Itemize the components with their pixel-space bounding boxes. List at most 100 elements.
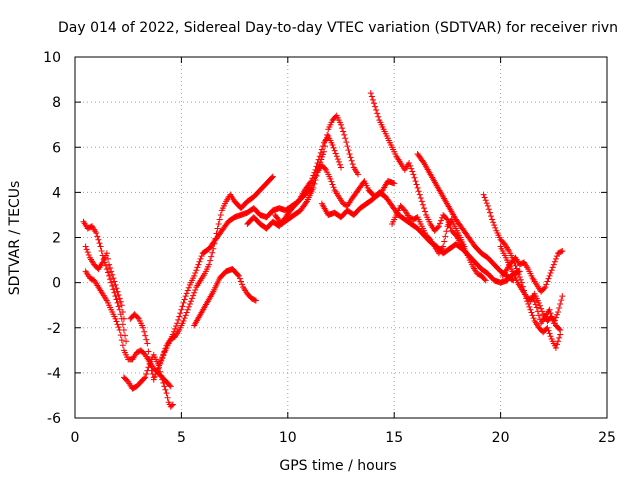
data-point bbox=[546, 272, 553, 279]
data-point bbox=[490, 219, 497, 226]
series-arc-9 bbox=[244, 132, 344, 232]
data-point bbox=[481, 276, 488, 283]
series-arc-12 bbox=[367, 90, 489, 284]
data-point bbox=[180, 299, 187, 306]
data-point bbox=[174, 320, 181, 327]
y-tick-label: 0 bbox=[52, 276, 61, 292]
data-point bbox=[434, 224, 441, 231]
data-point bbox=[412, 178, 419, 185]
data-point bbox=[116, 327, 123, 334]
data-point bbox=[534, 308, 541, 315]
data-point bbox=[117, 332, 124, 339]
data-point bbox=[115, 303, 122, 310]
data-point bbox=[542, 284, 549, 291]
y-axis-label: SDTVAR / TECUs bbox=[7, 181, 23, 296]
data-point bbox=[153, 368, 160, 375]
x-tick-label: 15 bbox=[385, 430, 403, 446]
x-axis-label: GPS time / hours bbox=[279, 458, 396, 474]
data-point bbox=[180, 317, 187, 324]
data-point bbox=[146, 356, 153, 363]
data-point bbox=[311, 169, 318, 176]
data-point bbox=[182, 293, 189, 300]
y-tick-label: 8 bbox=[52, 95, 61, 111]
data-point bbox=[370, 100, 377, 107]
data-point bbox=[198, 253, 205, 260]
data-point bbox=[480, 191, 487, 198]
data-point bbox=[556, 325, 563, 332]
data-point bbox=[483, 200, 490, 207]
data-point bbox=[170, 328, 177, 335]
data-point bbox=[533, 304, 540, 311]
data-point bbox=[114, 288, 121, 295]
data-point bbox=[417, 195, 424, 202]
data-point bbox=[525, 301, 532, 308]
data-point bbox=[183, 290, 190, 297]
data-point bbox=[184, 287, 191, 294]
data-point bbox=[461, 243, 468, 250]
data-point bbox=[110, 275, 117, 282]
data-point bbox=[110, 286, 117, 293]
data-point bbox=[207, 257, 214, 264]
data-point bbox=[114, 321, 121, 328]
data-point bbox=[145, 348, 152, 355]
data-point bbox=[177, 310, 184, 317]
data-point bbox=[546, 306, 553, 313]
data-point bbox=[176, 313, 183, 320]
data-point bbox=[113, 296, 120, 303]
data-point bbox=[311, 180, 318, 187]
data-point bbox=[185, 284, 192, 291]
data-point bbox=[419, 201, 426, 208]
x-tick-label: 0 bbox=[71, 430, 80, 446]
data-point bbox=[550, 261, 557, 268]
data-point bbox=[119, 342, 126, 349]
series-arc-17 bbox=[499, 248, 566, 295]
data-point bbox=[192, 270, 199, 277]
data-point bbox=[162, 386, 169, 393]
data-point bbox=[509, 276, 516, 283]
data-point bbox=[529, 293, 536, 300]
data-point bbox=[316, 153, 323, 160]
data-point bbox=[374, 110, 381, 117]
data-point bbox=[309, 175, 316, 182]
data-point bbox=[408, 165, 415, 172]
data-point bbox=[142, 332, 149, 339]
data-point bbox=[175, 316, 182, 323]
data-point bbox=[334, 156, 341, 163]
data-point bbox=[157, 368, 164, 375]
data-point bbox=[488, 213, 495, 220]
data-point bbox=[119, 321, 126, 328]
data-point bbox=[178, 306, 185, 313]
data-point bbox=[355, 171, 362, 178]
data-point bbox=[116, 306, 123, 313]
data-point bbox=[438, 217, 445, 224]
data-point bbox=[107, 264, 114, 271]
x-tick-label: 10 bbox=[279, 430, 297, 446]
data-point bbox=[214, 225, 221, 232]
data-point bbox=[115, 292, 122, 299]
data-point bbox=[182, 312, 189, 319]
data-point bbox=[553, 253, 560, 260]
data-point bbox=[112, 281, 119, 288]
y-tick-label: 2 bbox=[52, 231, 61, 247]
series-arc-4 bbox=[120, 351, 176, 410]
series-arc-3 bbox=[82, 243, 127, 322]
data-point bbox=[549, 264, 556, 271]
data-point bbox=[391, 180, 398, 187]
data-point bbox=[120, 315, 127, 322]
data-point bbox=[98, 248, 105, 255]
data-point bbox=[406, 160, 413, 167]
data-point bbox=[553, 341, 560, 348]
data-point bbox=[97, 243, 104, 250]
data-point bbox=[517, 276, 524, 283]
data-point bbox=[551, 258, 558, 265]
data-point bbox=[552, 255, 559, 262]
data-point bbox=[169, 401, 176, 408]
data-point bbox=[544, 324, 551, 331]
data-point bbox=[330, 184, 337, 191]
data-point bbox=[436, 220, 443, 227]
data-point bbox=[118, 302, 125, 309]
data-point bbox=[369, 96, 376, 103]
data-point bbox=[558, 248, 565, 255]
y-tick-label: -6 bbox=[47, 411, 61, 427]
data-point bbox=[142, 374, 149, 381]
